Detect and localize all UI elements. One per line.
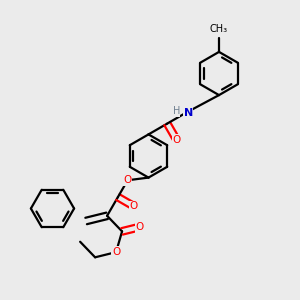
Text: O: O xyxy=(172,134,181,145)
Text: CH₃: CH₃ xyxy=(210,24,228,34)
Text: N: N xyxy=(184,108,193,118)
Text: H: H xyxy=(172,106,180,116)
Text: O: O xyxy=(130,201,138,211)
Text: O: O xyxy=(112,247,120,257)
Text: O: O xyxy=(124,175,132,185)
Text: O: O xyxy=(136,222,144,232)
